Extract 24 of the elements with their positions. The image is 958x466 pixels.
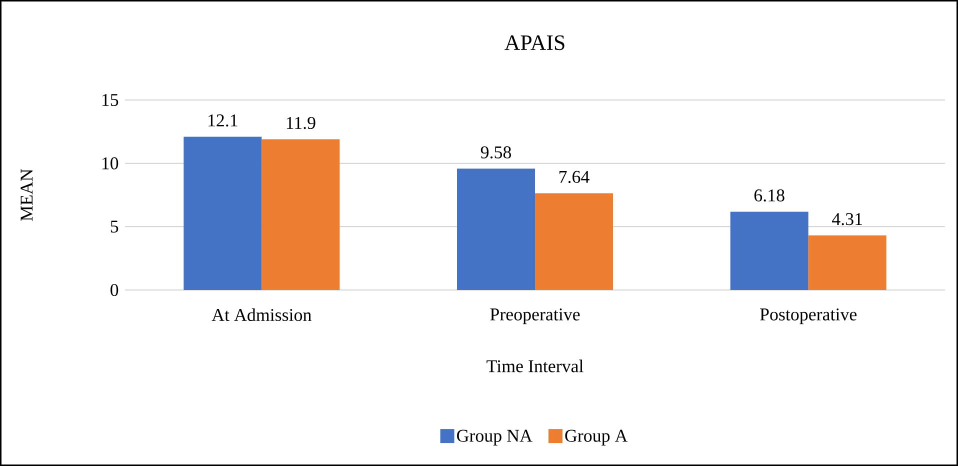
- y-tick-label: 5: [110, 220, 118, 233]
- y-tick-label: 0: [110, 284, 118, 296]
- bar: [808, 235, 886, 290]
- y-tick-label: 10: [102, 157, 118, 170]
- bar: [730, 212, 808, 290]
- x-tick-label: Preoperative: [490, 308, 580, 324]
- bar: [535, 193, 614, 290]
- legend-label: Group A: [565, 430, 628, 446]
- bar: [262, 139, 340, 290]
- y-tick-label: 15: [102, 94, 118, 106]
- data-label: 12.1: [208, 114, 238, 127]
- x-axis-title: Time Interval: [486, 360, 584, 372]
- x-tick-label: Postoperative: [760, 308, 857, 324]
- legend-label: Group NA: [457, 430, 532, 446]
- y-axis-title: MEAN: [20, 169, 33, 221]
- bar: [184, 136, 262, 290]
- data-label: 7.64: [560, 170, 590, 184]
- chart-title: APAIS: [504, 35, 564, 50]
- bar: [457, 168, 536, 290]
- data-label: 6.18: [754, 189, 784, 202]
- data-label: 11.9: [286, 116, 316, 130]
- x-tick-label: At Admission: [212, 308, 312, 322]
- data-label: 4.31: [832, 213, 862, 226]
- data-label: 9.58: [480, 146, 512, 158]
